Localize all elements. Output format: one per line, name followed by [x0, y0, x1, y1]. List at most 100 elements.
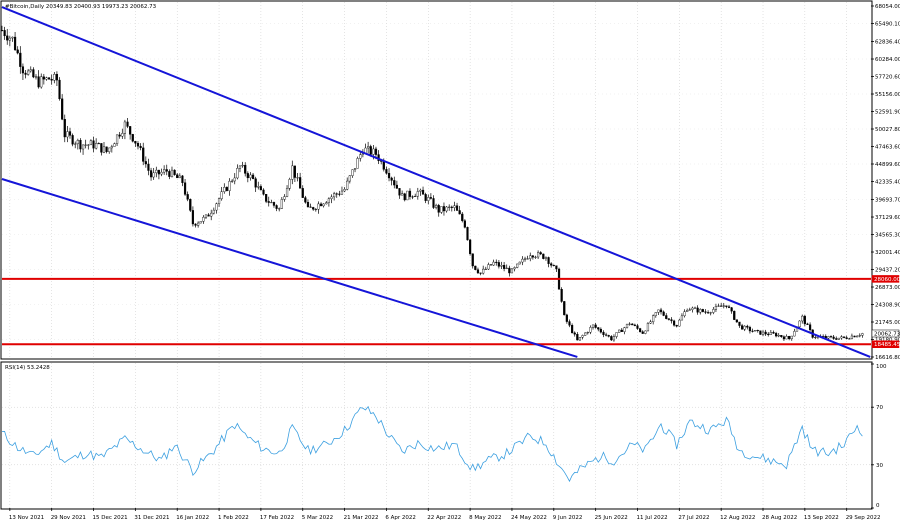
rsi-indicator: 100 70 30 0 [1, 363, 887, 509]
candle-body [476, 269, 480, 274]
candle-body [348, 175, 351, 182]
candle-body [406, 190, 409, 201]
candle-body [602, 331, 605, 335]
candle-body [806, 323, 809, 325]
candle-body [351, 169, 354, 176]
candle-body [178, 175, 181, 179]
candle-body [740, 325, 744, 330]
x-tick-label: 29 Sep 2022 [846, 515, 881, 521]
candle-body [395, 184, 398, 189]
candle-body [123, 121, 127, 134]
candle-body [66, 131, 69, 138]
candle-body [81, 144, 85, 150]
candle-body [733, 310, 736, 320]
candle-body [774, 333, 778, 337]
x-tick-label: 31 Dec 2021 [134, 515, 169, 521]
candle-body [71, 135, 74, 145]
x-tick-label: 13 Nov 2021 [9, 515, 44, 521]
candle-body [850, 335, 854, 339]
candle-body [304, 197, 307, 203]
candle-body [102, 146, 106, 153]
candle-body [152, 172, 155, 178]
y-tick-label: 68054.00 [875, 4, 900, 10]
x-tick-label: 9 Jun 2022 [553, 515, 583, 521]
candle-body [293, 165, 296, 178]
candle-body [168, 171, 171, 177]
candle-body [644, 330, 647, 334]
candle-body [411, 196, 414, 198]
candle-body [343, 189, 346, 192]
candle-body [338, 193, 341, 195]
candle-body [374, 148, 378, 155]
x-tick-label: 27 Jul 2022 [678, 515, 709, 521]
candle-body [278, 208, 281, 210]
candle-body [803, 315, 806, 325]
candle-body [92, 140, 95, 149]
y-tick-label: 44899.60 [875, 162, 900, 168]
candle-body [584, 332, 587, 336]
candle-body [163, 169, 166, 173]
x-tick-label: 29 Nov 2021 [51, 515, 86, 521]
candle-body [842, 336, 846, 338]
candle-body [416, 191, 419, 197]
candle-body [835, 338, 838, 340]
candle-body [652, 315, 655, 322]
candle-body [95, 143, 98, 149]
candle-body [34, 76, 38, 78]
candle-body [359, 154, 362, 159]
candle-body [620, 329, 623, 332]
candle-body [121, 133, 124, 137]
candle-body [414, 195, 417, 197]
candle-body [539, 252, 542, 255]
candle-body [79, 140, 82, 150]
candle-body [484, 268, 487, 270]
rsi-y-tick-label: 30 [876, 463, 883, 469]
candle-body [32, 69, 35, 78]
candle-body [254, 178, 257, 188]
candle-body [605, 334, 608, 336]
candle-body [612, 336, 616, 341]
x-tick-label: 1 Feb 2022 [218, 515, 249, 521]
candle-body [667, 318, 670, 320]
candle-body [385, 169, 388, 174]
candle-body [401, 193, 404, 196]
candle-body [118, 134, 121, 137]
resistance-price-tag-label: 28060.00 [874, 277, 900, 283]
candle-body [225, 187, 229, 191]
candle-body [448, 206, 451, 208]
candle-body [856, 335, 859, 338]
candle-body [537, 252, 540, 258]
candle-body [686, 310, 689, 312]
candle-body [189, 199, 192, 211]
candle-body [534, 256, 537, 258]
candle-body [589, 327, 592, 333]
candle-body [513, 267, 516, 270]
candle-body [568, 321, 571, 326]
y-tick-label: 26873.00 [875, 285, 900, 291]
candle-body [275, 205, 278, 209]
x-tick-label: 15 Dec 2021 [93, 515, 128, 521]
candle-body [8, 37, 11, 41]
candle-body [403, 193, 406, 201]
candle-body [432, 198, 435, 208]
candle-body [126, 121, 129, 127]
candle-body [317, 203, 320, 210]
candle-body [369, 146, 372, 155]
candle-body [487, 264, 490, 270]
candle-body [45, 77, 48, 80]
candle-body [699, 309, 702, 313]
candle-body [727, 306, 731, 308]
candle-body [531, 255, 534, 258]
candle-body [160, 171, 163, 175]
candle-body [186, 194, 189, 200]
candle-body [215, 203, 218, 211]
x-axis-labels: 13 Nov 2021 29 Nov 2021 15 Dec 2021 31 Dec … [9, 515, 881, 521]
candle-body [714, 306, 718, 310]
y-tick-label: 32001.40 [875, 250, 900, 256]
candle-body [526, 258, 529, 260]
candle-body [516, 263, 519, 268]
support-resistance-lines [2, 277, 871, 346]
candle-body [586, 332, 589, 334]
candle-body [134, 141, 137, 144]
